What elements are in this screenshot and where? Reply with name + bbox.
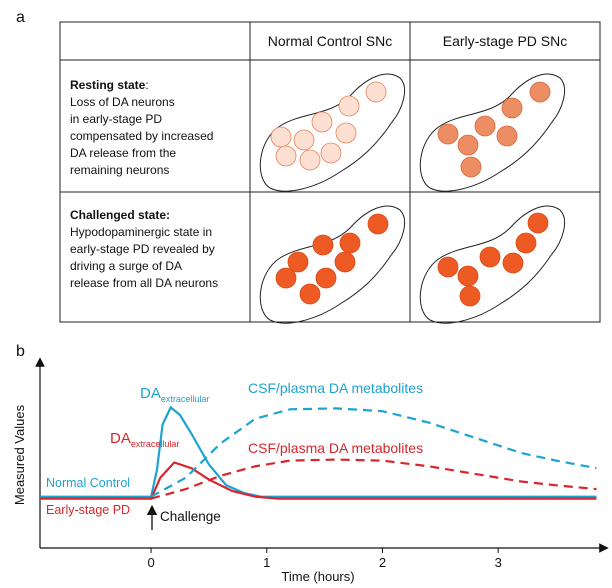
row-text: release from all DA neurons (70, 276, 218, 290)
neuron (312, 234, 334, 256)
snc-diagram (419, 73, 565, 192)
neuron (299, 149, 321, 171)
neuron (474, 115, 496, 137)
y-axis-label: Measured Values (12, 404, 27, 505)
annotation-text: DA (140, 385, 161, 402)
annotation: CSF/plasma DA metabolites (248, 440, 423, 456)
neuron (339, 232, 361, 254)
row-text: early-stage PD revealed by (70, 242, 215, 256)
x-tick-label: 1 (263, 555, 270, 570)
column-header: Normal Control SNc (268, 33, 392, 49)
snc-outline (419, 73, 565, 192)
annotation: Challenge (160, 509, 221, 524)
x-tick-label: 2 (379, 555, 386, 570)
neuron (515, 232, 537, 254)
annotation-text: CSF/plasma DA metabolites (248, 380, 423, 396)
neuron (527, 212, 549, 234)
row-title: Resting state: (70, 78, 149, 92)
line-series (150, 458, 597, 500)
neuron (270, 126, 292, 148)
neuron (459, 285, 481, 307)
annotation-subscript: extracellular (161, 394, 210, 404)
neuron (365, 81, 387, 103)
table: Normal Control SNc Early-stage PD SNc Re… (59, 21, 601, 323)
annotation-text: Early-stage PD (46, 503, 130, 517)
neuron (457, 134, 479, 156)
snc-outline (259, 73, 405, 192)
neuron (502, 252, 524, 274)
x-tick-label: 3 (495, 555, 502, 570)
row-text: compensated by increased (70, 129, 213, 143)
neuron (338, 95, 360, 117)
row-title-text: Resting state (70, 78, 146, 92)
annotation-text: DA (110, 430, 131, 447)
column-header: Early-stage PD SNc (443, 33, 567, 49)
row-text: driving a surge of DA (70, 259, 182, 273)
neuron (320, 142, 342, 164)
snc-diagram (259, 73, 405, 192)
neuron (437, 256, 459, 278)
row-text: in early-stage PD (70, 112, 162, 126)
annotation: DAextracellular (110, 430, 179, 449)
snc-outline (259, 205, 405, 324)
neuron (287, 251, 309, 273)
neuron (299, 283, 321, 305)
snc-diagram (259, 205, 405, 324)
neuron (334, 251, 356, 273)
annotation-text: Normal Control (46, 476, 130, 490)
line-series (40, 461, 597, 500)
annotation-text: CSF/plasma DA metabolites (248, 440, 423, 456)
row-text: Loss of DA neurons (70, 95, 175, 109)
row-title: Challenged state: (70, 208, 170, 222)
neuron (529, 81, 551, 103)
snc-outline (419, 205, 565, 324)
x-tick-label: 0 (147, 555, 154, 570)
neuron (275, 267, 297, 289)
annotation: Normal Control (46, 476, 130, 490)
row-title-suffix: : (145, 78, 148, 92)
line-series (150, 407, 597, 498)
panel-label: a (16, 9, 25, 26)
neuron (501, 97, 523, 119)
annotation: DAextracellular (140, 385, 209, 404)
neuron (496, 125, 518, 147)
neuron (460, 156, 482, 178)
neuron (479, 246, 501, 268)
snc-diagram (419, 205, 565, 324)
neuron (367, 213, 389, 235)
annotation: Early-stage PD (46, 503, 130, 517)
neuron (315, 267, 337, 289)
panel-label: b (16, 343, 25, 360)
x-axis-label: Time (hours) (281, 569, 354, 584)
neuron (311, 111, 333, 133)
row-text: remaining neurons (70, 163, 169, 177)
annotation: CSF/plasma DA metabolites (248, 380, 423, 396)
neuron (457, 265, 479, 287)
neuron (437, 123, 459, 145)
table-border (59, 21, 601, 323)
neuron (335, 122, 357, 144)
row-text: Hypodopaminergic state in (70, 225, 212, 239)
row-text: DA release from the (70, 146, 176, 160)
annotation-text: Challenge (160, 509, 221, 524)
neuron (293, 129, 315, 151)
annotation-subscript: extracellular (131, 439, 180, 449)
neuron (275, 145, 297, 167)
